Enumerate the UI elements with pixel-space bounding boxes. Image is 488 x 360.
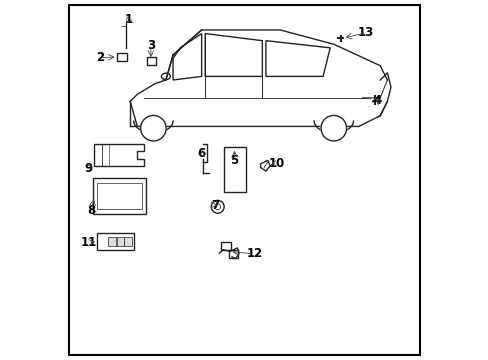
FancyBboxPatch shape (117, 237, 124, 247)
Text: 5: 5 (230, 154, 238, 167)
Text: 10: 10 (268, 157, 284, 170)
FancyBboxPatch shape (97, 233, 134, 250)
Circle shape (321, 116, 346, 141)
FancyBboxPatch shape (124, 237, 131, 247)
Text: 11: 11 (80, 236, 96, 249)
FancyBboxPatch shape (108, 237, 115, 247)
Circle shape (141, 116, 166, 141)
Text: 4: 4 (372, 94, 381, 107)
FancyBboxPatch shape (117, 53, 127, 61)
Text: 13: 13 (357, 26, 373, 39)
FancyBboxPatch shape (229, 249, 238, 257)
Text: 6: 6 (197, 147, 205, 160)
FancyBboxPatch shape (97, 183, 142, 209)
FancyBboxPatch shape (93, 178, 146, 214)
Text: 3: 3 (146, 39, 155, 52)
FancyBboxPatch shape (220, 242, 230, 250)
Text: 2: 2 (96, 51, 103, 64)
Text: 1: 1 (124, 13, 132, 27)
Text: 9: 9 (84, 162, 92, 175)
Text: 8: 8 (87, 204, 96, 217)
FancyBboxPatch shape (146, 58, 156, 64)
Text: 7: 7 (211, 198, 219, 212)
FancyBboxPatch shape (224, 147, 245, 192)
Text: 12: 12 (246, 247, 262, 260)
